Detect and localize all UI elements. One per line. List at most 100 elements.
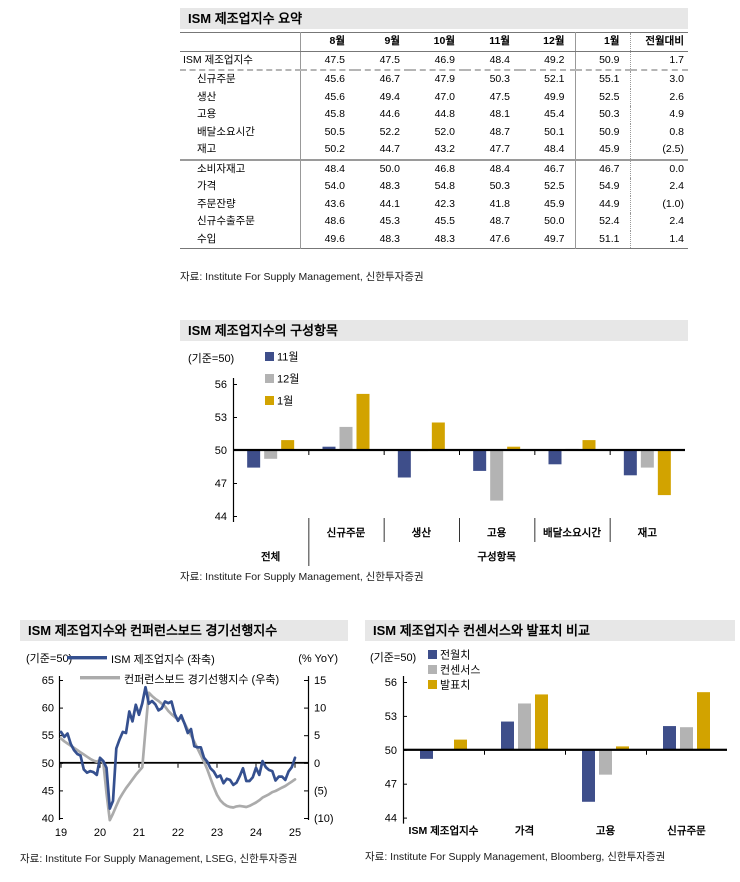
value-cell: 44.7 <box>355 141 410 161</box>
table-row: 주문잔량 43.6 44.1 42.3 41.8 45.9 44.9 (1.0) <box>180 195 688 213</box>
value-cell: 54.0 <box>324 180 345 192</box>
bar-12월-재고 <box>640 450 654 468</box>
bar-12월-신규주문 <box>339 426 353 450</box>
right-axis-note: (% YoY) <box>298 653 338 665</box>
compare-chart-source: 자료: Institute For Supply Management, Blo… <box>365 851 666 863</box>
value-cell: 42.3 <box>434 197 455 210</box>
value-cell: 45.4 <box>520 106 576 124</box>
value-cell: 47.5 <box>355 51 410 71</box>
left-tick-label: 50 <box>42 758 54 770</box>
row-label: 신규수출주문 <box>180 213 301 231</box>
bar-컨센서스-신규주문 <box>680 727 693 750</box>
value-cell: 45.9 <box>575 141 631 161</box>
legend-swatch-12월 <box>265 374 274 383</box>
left-tick-label: 60 <box>42 703 54 715</box>
value-cell: 48.6 <box>324 215 345 227</box>
value-cell: 46.8 <box>434 162 455 175</box>
value-cell: 50.3 <box>489 180 510 192</box>
header-cell: 1월 <box>575 32 631 52</box>
right-tick-label: 10 <box>314 703 326 715</box>
header-cell: 12월 <box>520 32 576 52</box>
category-label: 신규주문 <box>667 824 706 837</box>
value-cell: 44.1 <box>379 197 400 210</box>
value-cell: 48.3 <box>379 180 400 192</box>
legend-label: 컨센서스 <box>440 664 480 677</box>
value-cell: 44.6 <box>379 108 400 120</box>
value-cell: 45.6 <box>324 73 345 85</box>
table-row: 배달소요시간 50.5 52.2 52.0 48.7 50.1 50.9 0.8 <box>180 123 688 141</box>
bar-11월-전체 <box>247 450 261 468</box>
panel-components-chart: ISM 제조업지수의 구성항목 (기준=50) 11월 12월 1월 56 53 50 47 4… <box>180 320 688 600</box>
bar-11월-배달소요시간 <box>548 450 562 465</box>
value-cell: 47.9 <box>434 73 455 85</box>
row-label: 생산 <box>180 88 301 106</box>
value-cell: 46.7 <box>520 159 576 178</box>
value-cell: 48.1 <box>489 108 510 120</box>
bar-전월치-신규주문 <box>663 726 676 750</box>
bar-11월-재고 <box>623 450 637 476</box>
value-cell: 2.4 <box>669 215 684 227</box>
bar-11월-고용 <box>473 450 487 471</box>
value-cell: 46.7 <box>379 73 400 85</box>
value-cell: 47.5 <box>489 90 510 103</box>
y-tick-label: 53 <box>385 711 397 723</box>
year-label: 21 <box>133 827 145 839</box>
value-cell: 3.0 <box>669 73 684 85</box>
header-cell: 전월대비 <box>630 32 688 52</box>
header-cell: 8월 <box>300 32 355 52</box>
baseline-50 <box>233 448 685 452</box>
series-line-lei <box>59 691 297 822</box>
value-cell: 50.3 <box>489 73 510 85</box>
right-tick-label: 0 <box>314 758 320 770</box>
group-label-first: 전체 <box>261 550 280 563</box>
bar-전월치-가격 <box>501 721 514 750</box>
right-tick-label: (5) <box>314 785 327 797</box>
bar-발표치-신규주문 <box>697 692 710 750</box>
year-label: 20 <box>94 827 106 839</box>
y-tick-label: 50 <box>215 445 227 457</box>
summary-table-source: 자료: Institute For Supply Management, 신한투… <box>180 271 424 283</box>
value-cell: 41.8 <box>489 197 510 210</box>
table-row: 생산 45.6 49.4 47.0 47.5 49.9 52.5 2.6 <box>180 88 688 106</box>
left-tick-label: 55 <box>42 730 54 742</box>
header-cell: 9월 <box>355 32 410 52</box>
value-cell: 52.5 <box>520 178 576 196</box>
summary-table: 8월 9월 10월 11월 12월 1월 전월대비 ISM 제조업지수 47.5 47.5 46.9… <box>180 32 688 249</box>
bar-전월치-ISM 제조업지수 <box>420 749 433 759</box>
row-label: 신규주문 <box>180 70 301 89</box>
left-tick-label: 40 <box>42 813 54 825</box>
header-cell: 11월 <box>465 32 520 52</box>
series-line-ism <box>59 685 297 810</box>
category-label: 고용 <box>596 825 616 837</box>
value-cell: 48.4 <box>489 162 510 175</box>
legend-label: ISM 제조업지수 (좌축) <box>111 653 215 666</box>
row-label: 주문잔량 <box>180 195 301 213</box>
value-cell: 50.0 <box>379 162 400 175</box>
row-label: 고용 <box>180 106 301 124</box>
value-cell: 43.2 <box>410 141 465 161</box>
value-cell: 48.4 <box>324 162 345 175</box>
components-chart: (기준=50) 11월 12월 1월 56 53 50 47 44 신규주문 생산 고용 배달소요시간 재… <box>188 351 685 566</box>
legend-label: 발표치 <box>440 679 470 692</box>
value-cell: 49.7 <box>520 230 576 249</box>
table-row: ISM 제조업지수 47.5 47.5 46.9 48.4 49.2 50.9 1.7 <box>180 51 688 71</box>
value-cell: 43.6 <box>324 197 345 210</box>
value-cell: 44.9 <box>575 195 631 213</box>
table-row: 재고 50.2 44.7 43.2 47.7 48.4 45.9 (2.5) <box>180 141 688 161</box>
value-cell: 45.9 <box>520 195 576 213</box>
value-cell: 46.7 <box>575 159 631 178</box>
group-label-rest: 구성항목 <box>477 550 516 563</box>
bar-발표치-가격 <box>535 694 548 750</box>
header-cell: 10월 <box>410 32 465 52</box>
category-label: ISM 제조업지수 <box>409 824 479 837</box>
value-cell: 49.6 <box>324 232 345 245</box>
line-chart: (기준=50) (% YoY) ISM 제조업지수 (좌축) 컨퍼런스보드 경기선행지… <box>26 652 338 839</box>
table-row: 가격 54.0 48.3 54.8 50.3 52.5 54.9 2.4 <box>180 178 688 196</box>
panel-compare-chart: ISM 제조업지수 컨센서스와 발표치 비교 (기준=50) 전월치 컨센서스 발표치… <box>365 620 735 882</box>
row-label: ISM 제조업지수 <box>180 51 301 71</box>
bar-1월-전체 <box>281 440 295 450</box>
bar-11월-생산 <box>397 450 411 478</box>
value-cell: (1.0) <box>662 197 684 210</box>
bar-컨센서스-가격 <box>518 703 531 750</box>
